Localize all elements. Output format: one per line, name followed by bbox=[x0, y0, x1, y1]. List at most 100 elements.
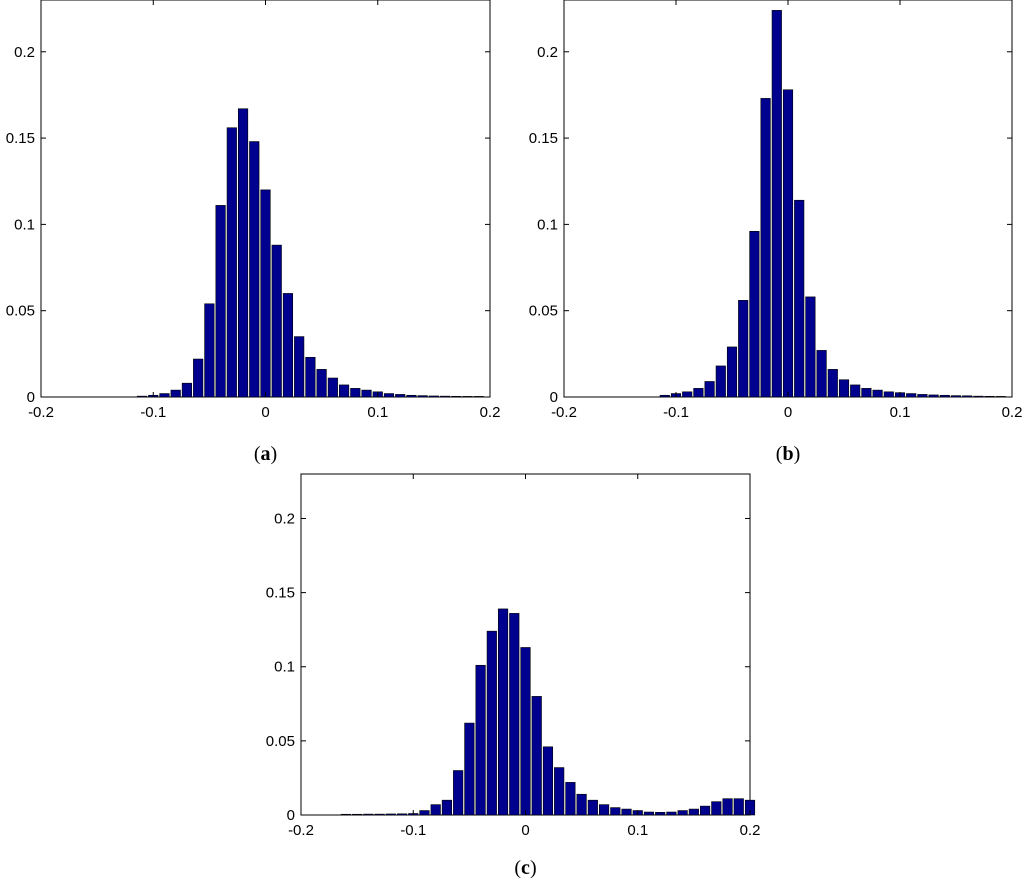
y-tick-label: 0 bbox=[27, 389, 35, 406]
histogram-bar bbox=[361, 389, 372, 398]
histogram-bar bbox=[159, 393, 170, 398]
histogram-bar bbox=[440, 395, 451, 398]
histogram-bar bbox=[249, 141, 260, 398]
histogram-bar bbox=[782, 89, 794, 398]
y-tick-label: 0 bbox=[287, 807, 295, 824]
histogram-bar bbox=[305, 356, 316, 398]
histogram-bar bbox=[542, 746, 554, 816]
histogram-bar bbox=[861, 388, 872, 398]
caption-close: ) bbox=[530, 857, 537, 879]
histogram-bar bbox=[659, 394, 670, 398]
histogram-bar bbox=[451, 396, 462, 398]
histogram-bar bbox=[430, 804, 441, 816]
histogram-bar bbox=[486, 630, 497, 816]
histogram-bar bbox=[464, 722, 475, 816]
y-tick-label: 0.05 bbox=[529, 303, 558, 320]
histogram-bar bbox=[497, 608, 509, 816]
histogram-bar bbox=[816, 350, 827, 398]
histogram-bar bbox=[917, 394, 928, 398]
histogram-bar bbox=[805, 296, 816, 398]
histogram-bar bbox=[962, 395, 973, 398]
y-tick-label: 0.1 bbox=[537, 216, 558, 233]
histogram-bar bbox=[406, 394, 417, 398]
histogram-bar bbox=[316, 369, 327, 398]
histogram-bar bbox=[363, 813, 374, 816]
histogram-bar bbox=[722, 798, 733, 816]
histogram-bar bbox=[453, 770, 464, 816]
histogram-bar bbox=[294, 336, 305, 398]
histogram-bar bbox=[733, 798, 744, 816]
panel-caption: (a) bbox=[254, 443, 277, 465]
histogram-bar bbox=[738, 300, 749, 398]
y-tick-label: 0.15 bbox=[529, 130, 558, 147]
x-tick-label: 0.1 bbox=[367, 404, 388, 421]
histogram-bar bbox=[462, 396, 473, 398]
histogram-bar bbox=[374, 813, 385, 816]
histogram-bar bbox=[396, 813, 408, 816]
panel-caption: (b) bbox=[776, 443, 800, 465]
histogram-bar bbox=[327, 377, 338, 398]
x-tick-label: 0.2 bbox=[480, 404, 501, 421]
y-tick-label: 0.1 bbox=[14, 216, 35, 233]
histogram-bar bbox=[338, 384, 350, 398]
histogram-bar bbox=[350, 388, 361, 398]
histogram-bar bbox=[872, 389, 883, 398]
histogram-bar bbox=[950, 395, 962, 398]
histogram-bar bbox=[643, 811, 655, 816]
histogram-bar bbox=[928, 394, 939, 398]
histogram-bar bbox=[715, 365, 726, 398]
histogram-bar bbox=[473, 396, 484, 398]
caption-open: ( bbox=[514, 857, 521, 879]
histogram-bar bbox=[760, 98, 771, 398]
histogram-bar bbox=[850, 384, 861, 398]
y-tick-label: 0.05 bbox=[6, 303, 35, 320]
histogram-bar bbox=[340, 813, 351, 816]
histogram-bar bbox=[726, 346, 738, 398]
y-tick-label: 0.2 bbox=[14, 44, 35, 61]
caption-letter: b bbox=[782, 443, 793, 465]
histogram-bar bbox=[237, 108, 249, 398]
histogram-bar bbox=[215, 205, 226, 398]
histogram-bar bbox=[693, 388, 704, 398]
x-tick-label: -0.2 bbox=[28, 404, 54, 421]
y-tick-label: 0.1 bbox=[274, 659, 295, 676]
histogram-bar bbox=[749, 231, 760, 398]
histogram-bar bbox=[428, 395, 439, 398]
histogram-bar bbox=[827, 369, 838, 398]
histogram-bar bbox=[475, 664, 486, 816]
histogram-bar bbox=[655, 812, 666, 816]
histogram-bar bbox=[417, 395, 428, 398]
histogram-bar bbox=[383, 393, 395, 398]
x-tick-label: 0.1 bbox=[890, 404, 911, 421]
x-tick-label: 0 bbox=[261, 404, 269, 421]
histogram-bar bbox=[441, 799, 452, 816]
histogram-bar bbox=[598, 804, 610, 816]
histogram-bar bbox=[883, 391, 894, 398]
caption-open: ( bbox=[254, 443, 261, 465]
histogram-bar bbox=[984, 396, 995, 398]
x-tick-label: 0.2 bbox=[740, 822, 761, 839]
histogram-bar bbox=[282, 293, 294, 398]
x-tick-label: -0.1 bbox=[663, 404, 689, 421]
histogram-bar bbox=[939, 394, 950, 398]
x-tick-label: 0.2 bbox=[1002, 404, 1023, 421]
panel-caption: (c) bbox=[514, 857, 536, 879]
histogram-bar bbox=[973, 395, 984, 398]
histogram-bar bbox=[204, 303, 215, 398]
histogram-bar bbox=[181, 382, 192, 398]
y-tick-label: 0.2 bbox=[537, 44, 558, 61]
y-tick-label: 0.05 bbox=[266, 733, 295, 750]
histogram-panel-c: -0.2 -0.1 0 0.1 0.2 0 0.05 0.1 0.15 0.2 (c) bbox=[266, 473, 761, 879]
x-tick-label: 0.1 bbox=[627, 822, 648, 839]
x-tick-label: 0 bbox=[521, 822, 529, 839]
histogram-bar bbox=[385, 813, 396, 816]
histogram-bar bbox=[794, 199, 805, 398]
histogram-bar bbox=[520, 647, 531, 816]
histogram-bar bbox=[587, 799, 598, 816]
histogram-bar bbox=[576, 793, 587, 816]
histogram-bar bbox=[838, 379, 850, 398]
histogram-bar bbox=[666, 811, 677, 816]
x-tick-label: -0.1 bbox=[400, 822, 426, 839]
caption-letter: c bbox=[521, 857, 530, 879]
